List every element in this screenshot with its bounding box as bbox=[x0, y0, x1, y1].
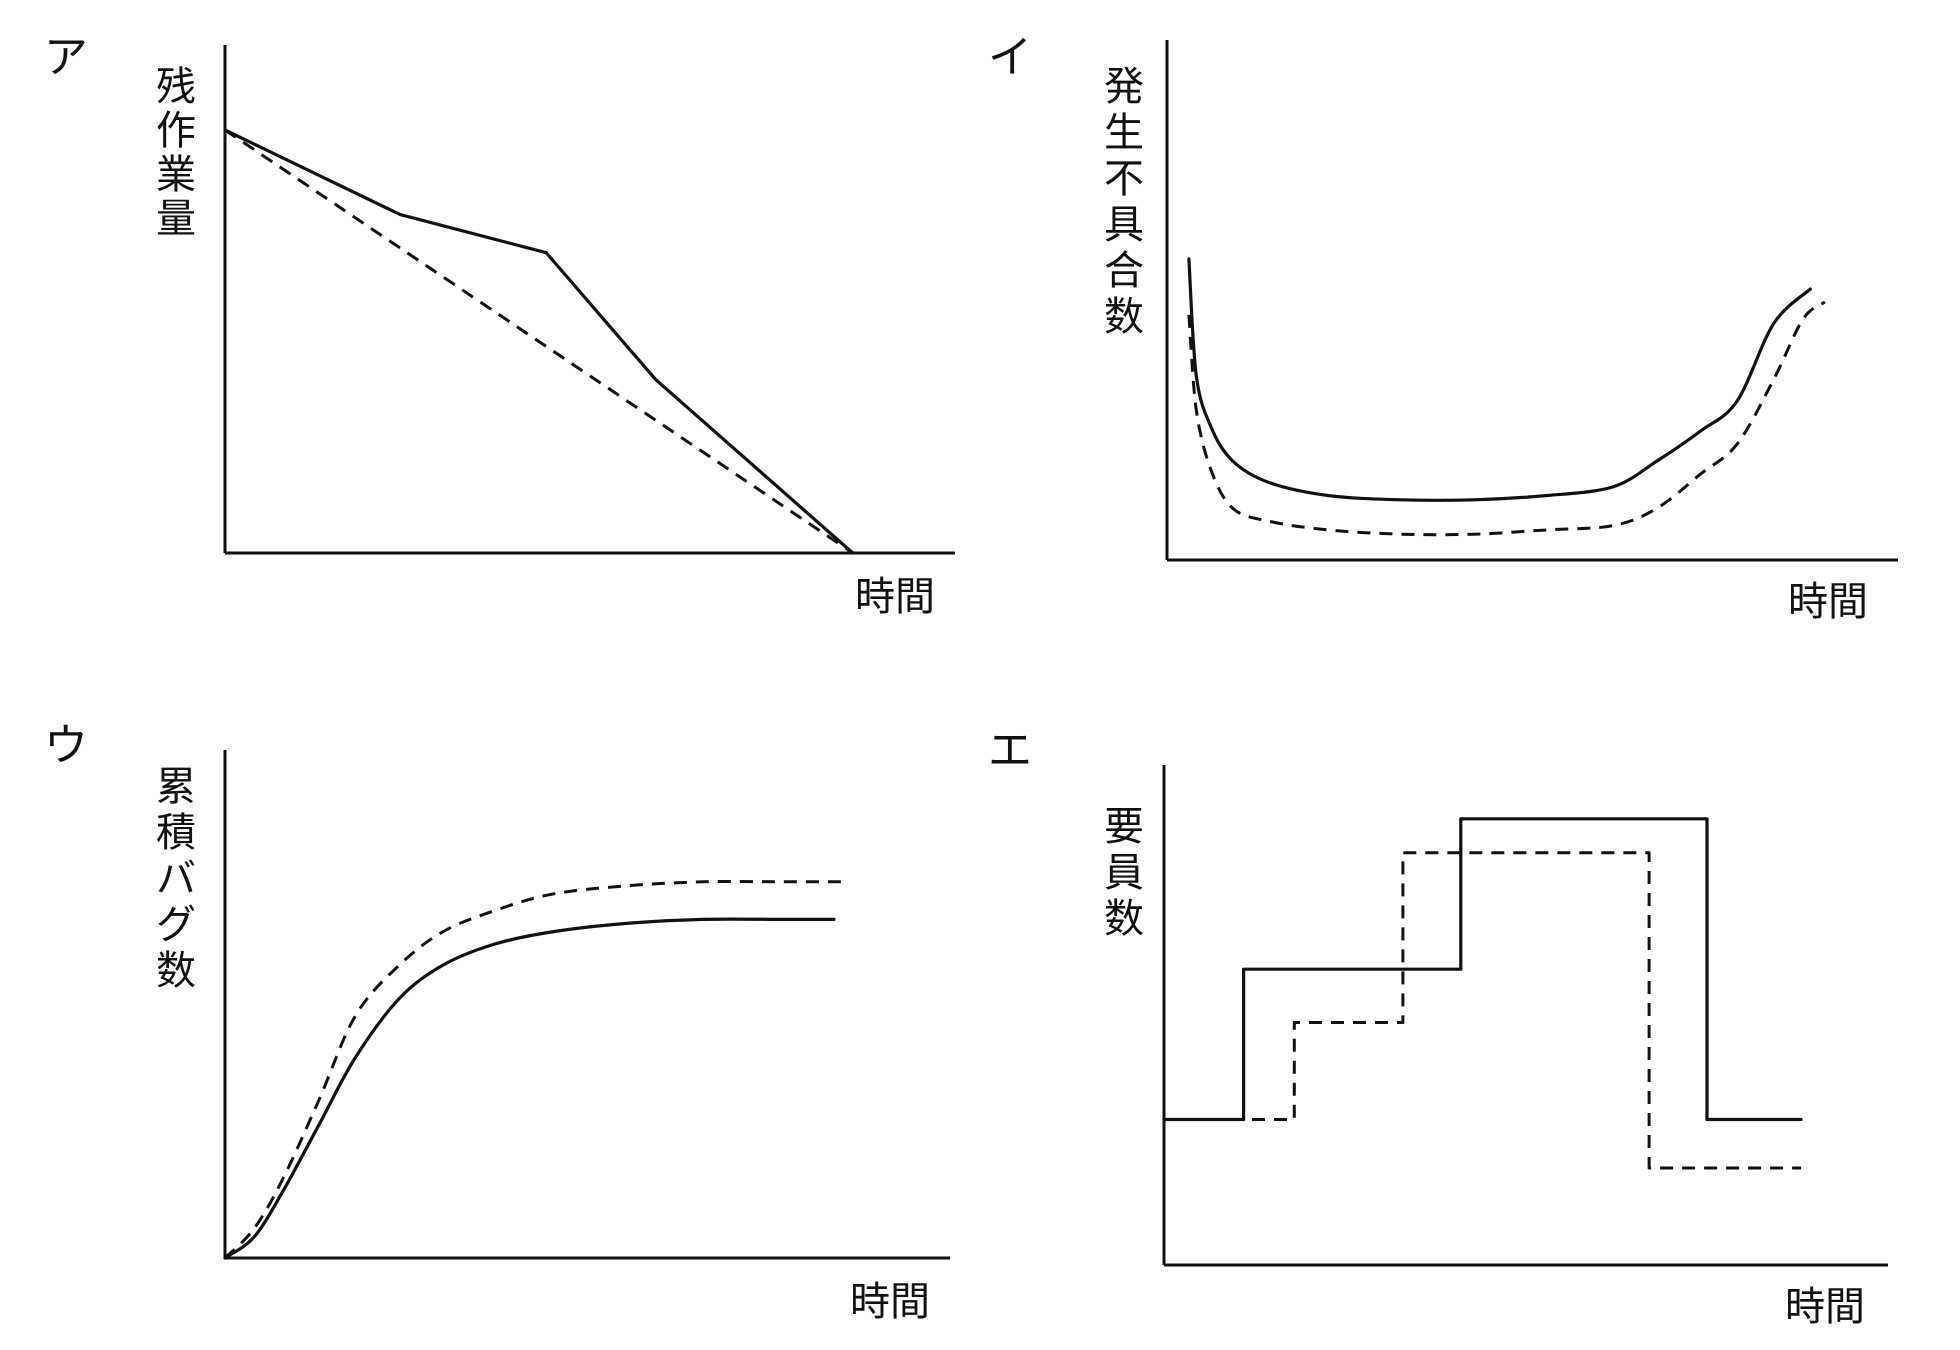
panel-c: ウ 累積バグ数 時間 bbox=[44, 720, 950, 1325]
panel-a-series-dashed bbox=[224, 128, 854, 555]
panel-b-label: イ bbox=[988, 32, 1032, 83]
panel-b-ylabel-char: 合 bbox=[1104, 248, 1144, 294]
panel-a-ylabel-char: 残 bbox=[156, 64, 196, 110]
panel-a-ylabel-char: 業 bbox=[156, 152, 196, 198]
panel-d-ylabel-char: 員 bbox=[1104, 850, 1144, 896]
panel-c-series-solid bbox=[223, 917, 836, 1260]
panel-c-ylabel-char: 累 bbox=[156, 764, 196, 810]
panel-c-label: ウ bbox=[44, 720, 88, 771]
panel-d-label: エ bbox=[988, 725, 1032, 776]
panel-d-ylabel-char: 数 bbox=[1104, 896, 1144, 942]
panel-a-xlabel: 時間 bbox=[855, 574, 935, 620]
panel-b-series-solid bbox=[1187, 257, 1812, 502]
panel-c-xlabel: 時間 bbox=[850, 1279, 930, 1325]
panel-b-ylabel-char: 発 bbox=[1104, 64, 1144, 110]
panel-c-ylabel-char: 数 bbox=[156, 948, 196, 994]
panel-a-series-solid bbox=[223, 128, 855, 555]
panel-d-ylabel-char: 要 bbox=[1104, 804, 1144, 850]
panel-b-ylabel-char: 不 bbox=[1104, 156, 1144, 202]
panel-b-ylabel-char: 数 bbox=[1104, 294, 1144, 340]
panel-b-xlabel: 時間 bbox=[1788, 579, 1868, 625]
panel-d-series-solid bbox=[1162, 817, 1803, 1122]
panel-b-ylabel: 発生不具合数 bbox=[1104, 64, 1144, 340]
panel-a-ylabel-char: 作 bbox=[156, 108, 196, 154]
panel-d-ylabel: 要員数 bbox=[1104, 804, 1144, 942]
panel-a-ylabel: 残作業量 bbox=[156, 64, 196, 242]
panel-d: エ 要員数 時間 bbox=[988, 725, 1888, 1330]
panel-c-series-dashed bbox=[223, 879, 842, 1260]
panel-c-ylabel-char: バ bbox=[156, 856, 196, 902]
panel-a-ylabel-char: 量 bbox=[156, 196, 196, 242]
panel-d-series-dashed bbox=[1164, 851, 1802, 1170]
panel-b-series-dashed bbox=[1187, 300, 1826, 537]
panel-b-ylabel-char: 生 bbox=[1104, 110, 1144, 156]
panel-c-ylabel: 累積バグ数 bbox=[156, 764, 196, 994]
panel-a-label: ア bbox=[44, 32, 88, 83]
panel-c-ylabel-char: グ bbox=[156, 902, 196, 948]
panel-a: ア 残作業量 時間 bbox=[44, 32, 955, 620]
panel-d-xlabel: 時間 bbox=[1785, 1284, 1865, 1330]
panel-c-ylabel-char: 積 bbox=[156, 810, 196, 856]
panel-b: イ 発生不具合数 時間 bbox=[988, 32, 1898, 625]
panel-b-ylabel-char: 具 bbox=[1104, 202, 1144, 248]
